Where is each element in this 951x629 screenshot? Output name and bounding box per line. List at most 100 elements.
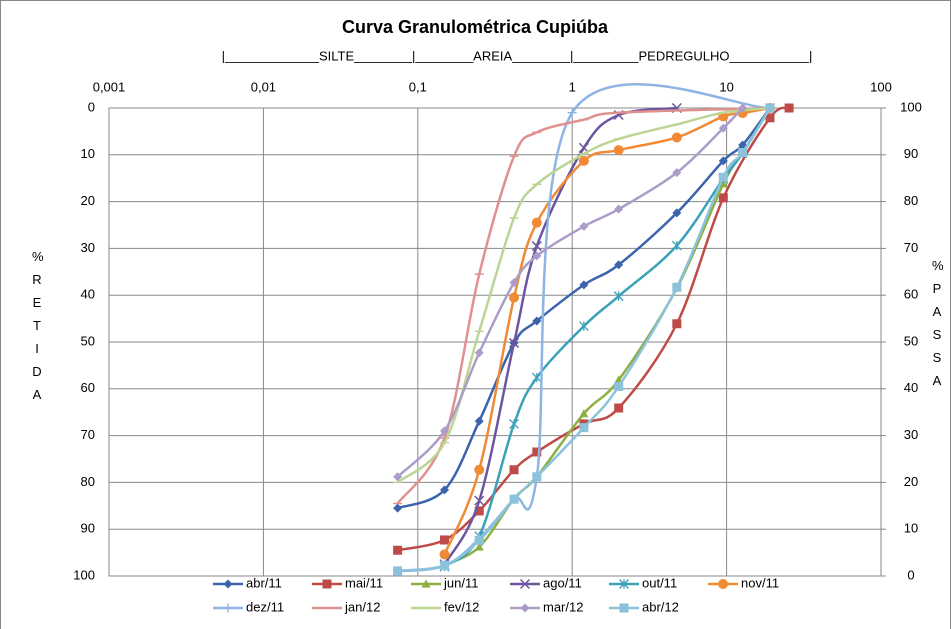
x-tick-label: 0,01 xyxy=(251,79,276,94)
legend-marker xyxy=(520,603,530,613)
y2-tick-label: 90 xyxy=(904,146,918,161)
data-point xyxy=(614,381,624,391)
data-point xyxy=(718,172,728,182)
data-point xyxy=(440,485,450,495)
y2-tick-label: 60 xyxy=(904,287,918,302)
y-tick-label: 60 xyxy=(81,380,95,395)
y2-tick-label: 80 xyxy=(904,193,918,208)
y2-tick-label: 0 xyxy=(907,567,914,582)
legend-marker xyxy=(619,603,629,613)
y-tick-label: 50 xyxy=(81,333,95,348)
legend-marker xyxy=(421,579,431,588)
data-point xyxy=(784,103,794,113)
data-point xyxy=(613,145,624,156)
data-point xyxy=(672,208,682,218)
data-point xyxy=(509,278,519,288)
series-line xyxy=(396,107,744,478)
legend-label: dez/11 xyxy=(246,599,284,614)
data-point xyxy=(579,280,589,290)
data-point xyxy=(531,372,542,383)
x-tick-label: 1 xyxy=(569,79,576,94)
data-point xyxy=(474,348,484,358)
y2-tick-label: 20 xyxy=(904,474,918,489)
data-point xyxy=(474,542,484,551)
data-point xyxy=(718,156,728,166)
y2-tick-label: 100 xyxy=(900,99,922,114)
y-tick-label: 30 xyxy=(81,240,95,255)
data-point xyxy=(509,465,519,475)
data-point xyxy=(509,494,519,504)
data-point xyxy=(579,423,589,433)
legend-marker xyxy=(519,578,531,590)
data-point xyxy=(440,426,450,436)
data-point xyxy=(474,495,485,506)
data-point xyxy=(672,319,682,329)
legend-marker xyxy=(718,579,728,589)
y2-tick-label: 30 xyxy=(904,427,918,442)
data-point xyxy=(718,193,728,203)
x-tick-label: 10 xyxy=(719,79,733,94)
data-point xyxy=(532,251,542,261)
data-point xyxy=(509,292,520,303)
y-tick-label: 80 xyxy=(81,474,95,489)
data-point xyxy=(393,545,403,555)
data-point xyxy=(578,155,589,166)
data-point xyxy=(508,337,520,348)
legend-label: jan/12 xyxy=(344,599,380,614)
data-point xyxy=(578,321,589,332)
data-point xyxy=(614,260,624,270)
data-point xyxy=(439,549,450,560)
x-tick-label: 0,001 xyxy=(93,79,126,94)
data-point xyxy=(672,282,682,292)
data-point xyxy=(440,560,450,570)
legend-label: out/11 xyxy=(642,575,677,590)
legend-label: jun/11 xyxy=(443,575,478,590)
data-point xyxy=(718,179,728,188)
data-point xyxy=(613,291,624,302)
data-point xyxy=(614,403,624,413)
data-point xyxy=(614,204,624,214)
y-tick-label: 100 xyxy=(73,567,95,582)
data-point xyxy=(393,503,403,513)
series-line xyxy=(397,107,772,573)
y2-tick-label: 40 xyxy=(904,380,918,395)
data-point xyxy=(671,132,682,143)
data-point xyxy=(579,221,589,231)
y2-tick-label: 50 xyxy=(904,333,918,348)
data-point xyxy=(578,142,589,153)
legend-label: abr/12 xyxy=(642,599,679,614)
data-point xyxy=(765,113,775,123)
y-tick-label: 20 xyxy=(81,193,95,208)
y-tick-label: 40 xyxy=(81,287,95,302)
series-line xyxy=(443,107,772,568)
legend-label: nov/11 xyxy=(741,575,779,590)
data-point xyxy=(532,472,542,482)
data-point xyxy=(531,241,542,252)
y2-axis-label: %PASSA xyxy=(932,258,944,388)
y-tick-label: 70 xyxy=(81,427,95,442)
legend-marker xyxy=(322,579,332,589)
legend-marker xyxy=(223,579,233,589)
data-point xyxy=(474,464,485,475)
data-point xyxy=(474,506,484,516)
data-point xyxy=(531,217,542,228)
data-point xyxy=(579,409,589,418)
data-point xyxy=(532,447,542,457)
data-point xyxy=(474,535,484,545)
y2-tick-label: 70 xyxy=(904,240,918,255)
y-tick-label: 10 xyxy=(81,146,95,161)
data-point xyxy=(567,108,577,118)
data-point xyxy=(672,168,682,178)
y-axis-label: %RETIDA xyxy=(32,249,44,402)
legend-marker xyxy=(619,579,629,589)
legend-label: abr/11 xyxy=(246,575,282,590)
data-point xyxy=(474,416,484,426)
data-point xyxy=(765,103,775,113)
data-point xyxy=(671,240,682,251)
data-point xyxy=(393,472,403,482)
scale-annotation: |_____________SILTE________|________AREI… xyxy=(222,48,813,63)
data-point xyxy=(738,103,748,113)
